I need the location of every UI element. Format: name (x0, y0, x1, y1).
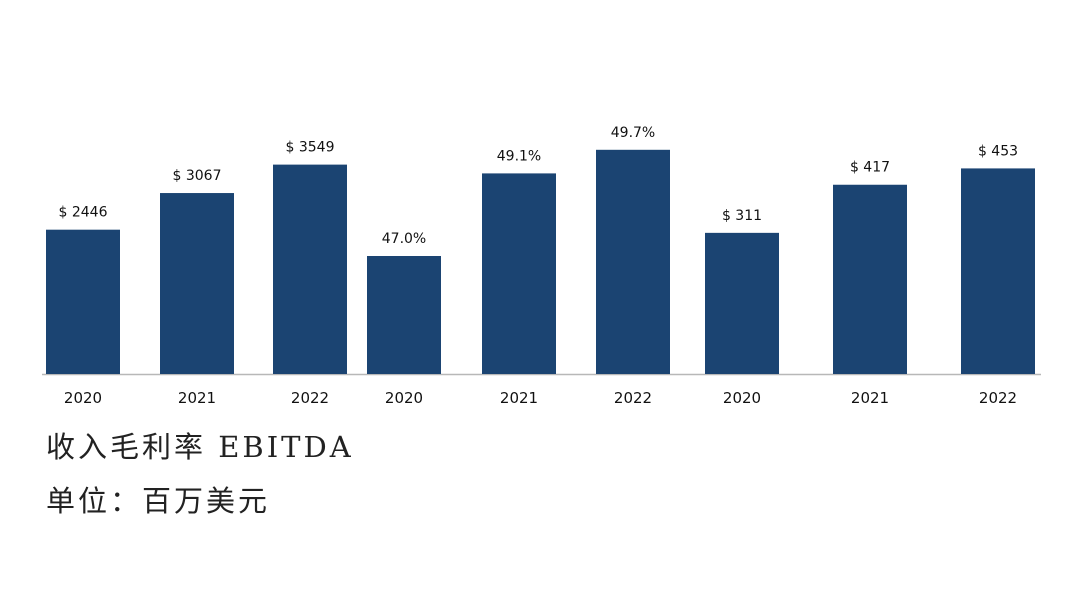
bar-1-2022 (596, 149, 670, 374)
data-label: $ 453 (978, 143, 1018, 159)
chart-caption-unit: 单位：百万美元 (46, 484, 271, 518)
data-label: $ 3067 (173, 168, 222, 184)
chart-caption-metrics: 收入毛利率 EBITDA (46, 430, 354, 464)
data-label: $ 2446 (59, 205, 108, 221)
bar-0-2022 (273, 164, 347, 374)
bar-0-2020 (46, 229, 120, 374)
bar-2-2021 (833, 184, 907, 374)
x-tick-label: 2021 (851, 389, 889, 407)
bar-2-2020 (705, 232, 779, 374)
data-label: $ 311 (722, 208, 762, 224)
x-tick-label: 2020 (723, 389, 761, 407)
data-label: $ 3549 (286, 140, 335, 156)
x-tick-label: 2020 (64, 389, 102, 407)
data-label: 49.7% (611, 125, 655, 141)
bar-1-2020 (367, 256, 441, 374)
data-label: 47.0% (382, 231, 426, 247)
x-tick-label: 2022 (979, 389, 1017, 407)
bar-0-2021 (160, 193, 234, 374)
data-label: 49.1% (497, 148, 541, 164)
bar-2-2022 (961, 168, 1035, 374)
x-tick-label: 2021 (500, 389, 538, 407)
data-label: $ 417 (850, 160, 890, 176)
x-tick-label: 2020 (385, 389, 423, 407)
x-tick-label: 2021 (178, 389, 216, 407)
bar-1-2021 (482, 173, 556, 374)
x-tick-label: 2022 (291, 389, 329, 407)
x-tick-label: 2022 (614, 389, 652, 407)
